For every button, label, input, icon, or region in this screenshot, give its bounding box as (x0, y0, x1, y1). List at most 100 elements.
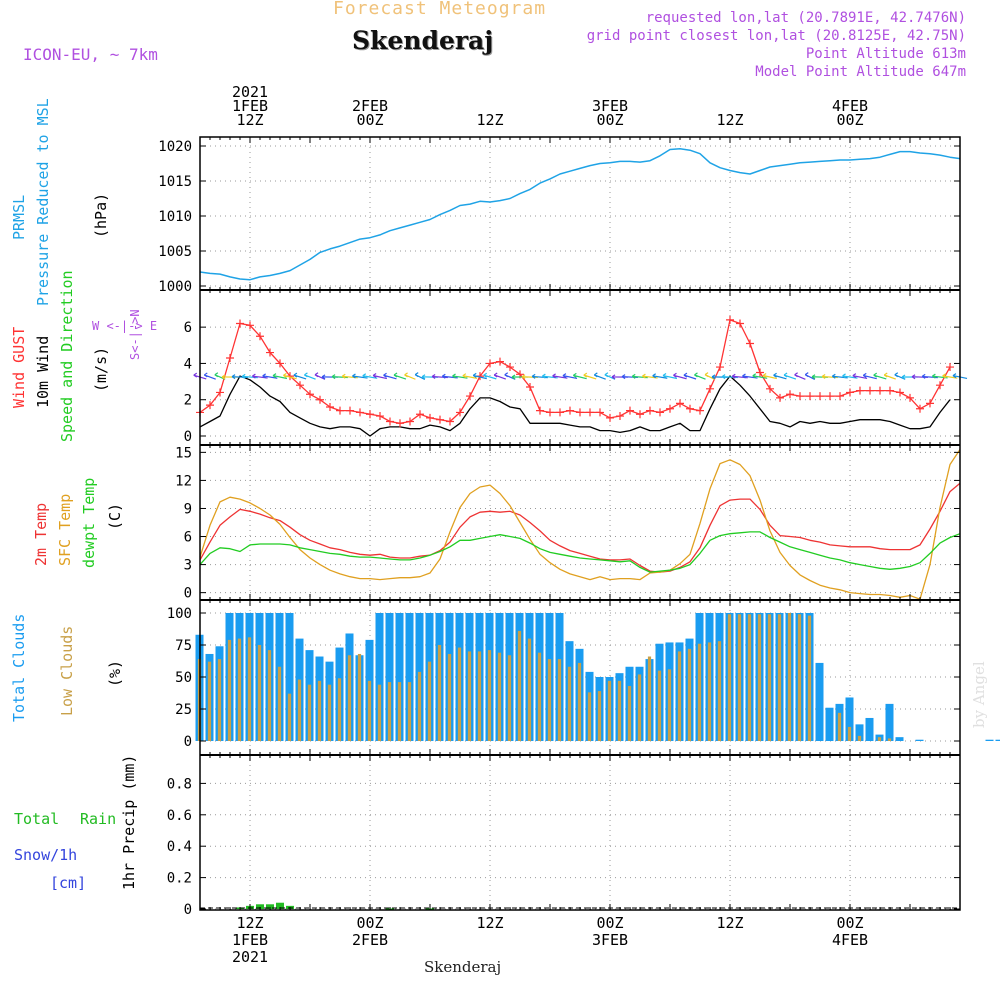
y-tick-label: 6 (184, 530, 192, 546)
time-label-top: 12Z (236, 111, 263, 129)
y-tick-label: 75 (175, 638, 192, 654)
rain-bar (276, 902, 284, 909)
wind-direction-arrow (462, 375, 478, 379)
y-tick-label: 0 (184, 734, 192, 750)
time-label-bottom: 00Z (356, 914, 383, 932)
pressure-line (199, 148, 961, 281)
low-cloud-bar (407, 682, 412, 741)
low-cloud-bar (337, 678, 342, 741)
wind-direction-arrow (231, 374, 236, 380)
gust-marker (226, 353, 234, 362)
wind-direction-arrow (894, 372, 899, 378)
wind-direction-arrow (193, 372, 198, 378)
gust-marker (576, 408, 584, 417)
time-label-bottom: 4FEB (832, 931, 868, 949)
gust-marker (786, 390, 794, 399)
compass-north-south: S<-|->N (128, 309, 142, 360)
gust-marker (856, 386, 864, 395)
gust-marker (416, 410, 424, 419)
y-tick-label: 0.8 (167, 776, 192, 792)
gust-marker (616, 412, 624, 421)
gust-marker (456, 408, 464, 417)
wind-direction-arrow (821, 373, 826, 379)
wind-direction-arrow (452, 373, 456, 379)
wind-direction-arrow (473, 374, 487, 380)
wind-direction-arrow (493, 372, 498, 378)
y-tick-label: 4 (184, 356, 192, 372)
gust-marker (696, 406, 704, 415)
gust-marker (926, 399, 934, 408)
wind-direction-arrow (942, 373, 946, 379)
precip-label-rain: Rain (80, 810, 117, 828)
wind-direction-arrow (304, 372, 308, 378)
wind-direction-arrow (393, 372, 398, 378)
low-cloud-bar (497, 652, 502, 741)
low-cloud-bar (807, 615, 812, 741)
wind-direction-arrow (583, 374, 597, 380)
wind-direction-arrow (462, 373, 467, 379)
point-altitude: Point Altitude 613m (805, 46, 966, 62)
time-label-bottom: 12Z (236, 914, 263, 932)
wind-unit: (m/s) (92, 346, 110, 392)
gust-marker (646, 406, 654, 415)
wind-direction-arrow (232, 376, 248, 379)
product-title: Forecast Meteogram (333, 0, 547, 19)
wind-direction-arrow (383, 372, 387, 378)
low-cloud-bar (287, 693, 292, 741)
wind-direction-arrow (504, 372, 509, 378)
gust-marker (446, 417, 454, 426)
gust-marker (736, 319, 744, 328)
wind-direction-arrow (862, 372, 867, 378)
gust-marker (566, 406, 574, 415)
total-cloud-bar (985, 739, 994, 741)
y-tick-label: 0.4 (167, 839, 192, 855)
time-label-bottom: 12Z (476, 914, 503, 932)
wind-direction-arrow (372, 373, 377, 379)
wind-direction-arrow (711, 374, 716, 380)
low-cloud-bar (747, 614, 752, 741)
wind-direction-arrow (652, 373, 657, 379)
wind-direction-arrow (852, 373, 857, 379)
wind-direction-arrow (283, 372, 287, 378)
low-cloud-bar (477, 651, 482, 741)
wind-direction-arrow (704, 372, 709, 378)
wind-direction-arrow (752, 375, 768, 379)
y-tick-label: 1000 (158, 279, 192, 295)
wind-direction-arrow (593, 372, 598, 378)
gust-marker (726, 315, 734, 324)
low-cloud-bar (317, 680, 322, 741)
gust-marker (656, 408, 664, 417)
wind-direction-arrow (321, 374, 326, 380)
wind-direction-arrow (431, 374, 436, 380)
wind-direction-arrow (773, 372, 777, 378)
wind-direction-arrow (314, 372, 319, 378)
gust-marker (486, 359, 494, 368)
low-cloud-bar (327, 684, 332, 741)
wind-direction-arrow (621, 374, 626, 380)
gust-marker (216, 388, 224, 397)
wind-direction-arrow (562, 373, 567, 379)
time-label-top: 00Z (836, 111, 863, 129)
y-tick-label: 15 (175, 445, 192, 461)
wind-direction-arrow (731, 373, 736, 379)
pressure-label-prmsl: PRMSL (10, 194, 28, 240)
grid-lines (200, 137, 960, 910)
low-cloud-bar (247, 637, 252, 741)
pressure-unit: (hPa) (92, 192, 110, 238)
wind-direction-arrow (573, 374, 587, 380)
y-tick-label: 1005 (158, 244, 192, 260)
precip-label-total: Total (14, 810, 60, 828)
low-cloud-bar (637, 674, 642, 741)
total-cloud-bar (865, 717, 874, 741)
y-tick-label: 0.6 (167, 808, 192, 824)
wind-direction-arrow (652, 375, 668, 379)
low-cloud-bar (457, 647, 462, 741)
gust-marker (336, 406, 344, 415)
low-cloud-bar (357, 653, 362, 741)
gust-marker (346, 406, 354, 415)
low-cloud-bar (467, 651, 472, 741)
wind-direction-arrow (414, 372, 419, 378)
precip-unit: 1hr Precip (mm) (120, 754, 138, 890)
gust-marker (406, 417, 414, 426)
